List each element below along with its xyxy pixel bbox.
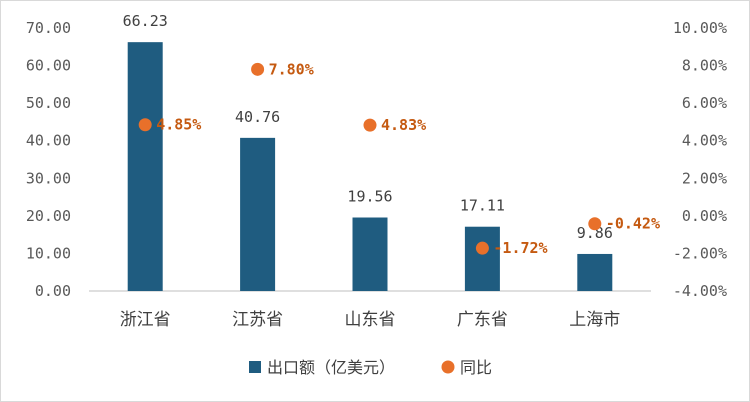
legend-yoy-label: 同比 [460, 358, 492, 377]
legend-bar-swatch [249, 361, 261, 373]
y-right-tick-label: 6.00% [682, 94, 727, 112]
category-label: 江苏省 [232, 310, 283, 330]
y-left-tick-label: 20.00 [26, 207, 71, 225]
y-left-tick-label: 60.00 [26, 57, 71, 75]
y-left-tick-label: 0.00 [35, 282, 71, 300]
bar-value-label: 9.86 [577, 224, 613, 242]
y-left-tick-label: 10.00 [26, 244, 71, 262]
bar [240, 137, 276, 291]
bar-value-label: 66.23 [123, 12, 168, 30]
yoy-marker [251, 62, 265, 76]
yoy-value-label: 7.80% [269, 60, 314, 78]
y-right-tick-label: 2.00% [682, 169, 727, 187]
y-right-tick-label: -4.00% [673, 282, 727, 300]
category-label: 浙江省 [120, 310, 171, 330]
bar [352, 217, 388, 291]
category-label: 山东省 [345, 310, 396, 330]
y-right-tick-label: -2.00% [673, 244, 727, 262]
yoy-marker [588, 217, 602, 231]
bar-value-label: 17.11 [460, 197, 505, 215]
yoy-marker [363, 118, 377, 132]
bar-value-label: 19.56 [347, 188, 392, 206]
y-left-tick-label: 40.00 [26, 132, 71, 150]
bar [577, 253, 613, 291]
y-right-tick-label: 0.00% [682, 207, 727, 225]
y-right-tick-label: 4.00% [682, 132, 727, 150]
yoy-marker [475, 241, 489, 255]
yoy-value-label: 4.85% [156, 116, 201, 134]
yoy-marker [138, 118, 152, 132]
y-right-tick-label: 10.00% [673, 19, 727, 37]
y-left-tick-label: 30.00 [26, 169, 71, 187]
legend-bar-label: 出口额（亿美元） [267, 358, 395, 377]
bar [127, 42, 163, 291]
bar [464, 226, 500, 291]
y-right-tick-label: 8.00% [682, 57, 727, 75]
category-label: 上海市 [569, 310, 620, 330]
y-left-tick-label: 50.00 [26, 94, 71, 112]
bar-value-label: 40.76 [235, 108, 280, 126]
y-left-tick-label: 70.00 [26, 19, 71, 37]
legend-yoy-swatch [441, 360, 455, 374]
yoy-value-label: -0.42% [606, 215, 660, 233]
yoy-value-label: 4.83% [381, 116, 426, 134]
yoy-value-label: -1.72% [493, 239, 547, 257]
category-label: 广东省 [457, 310, 508, 330]
